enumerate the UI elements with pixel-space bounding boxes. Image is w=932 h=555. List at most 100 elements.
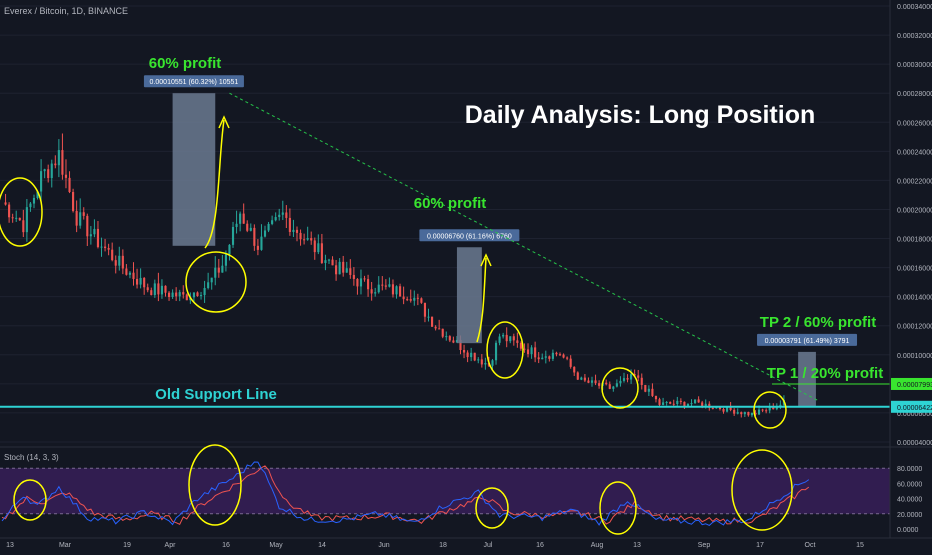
candle-body [22, 220, 25, 233]
tp1-price-tag-text: 0.00007993 [897, 382, 932, 389]
candle-body [750, 412, 754, 416]
arrow-head [218, 115, 230, 129]
candle-body [583, 377, 586, 381]
time-tick: 15 [856, 542, 864, 549]
candle-body [502, 334, 505, 337]
candle-body [466, 352, 469, 358]
candle-body [775, 406, 778, 410]
candle-body [164, 285, 167, 293]
candle-body [747, 411, 750, 416]
candle-body [11, 217, 14, 219]
candle-body [249, 227, 252, 231]
stoch-highlight [731, 449, 793, 531]
price-tick: 0.00034000 [897, 4, 932, 11]
candle-body [381, 284, 384, 286]
candle-body [576, 372, 579, 380]
candle-body [637, 375, 640, 378]
candle-body [221, 265, 224, 273]
candle-body [263, 230, 267, 237]
candle-body [267, 223, 270, 231]
time-tick: Sep [698, 542, 711, 549]
candle-body [93, 228, 96, 235]
candle-body [686, 403, 690, 407]
candle-body [310, 238, 313, 241]
candle-body [111, 249, 114, 261]
candle-body [388, 284, 391, 287]
candle-body [356, 278, 359, 287]
candle-body [477, 359, 480, 361]
time-tick: 16 [222, 542, 230, 549]
candle-body [534, 347, 537, 358]
candle-body [598, 383, 601, 386]
candle-body [175, 292, 178, 297]
candle-body [43, 169, 46, 172]
profit-box-label: 0.00006760 (61.16%) 6760 [427, 233, 512, 240]
candle-body [445, 336, 448, 338]
candle-body [605, 382, 608, 385]
candle-body [665, 402, 668, 404]
candle-body [239, 213, 242, 224]
candle-body [761, 409, 764, 411]
analysis-title: Daily Analysis: Long Position [465, 101, 816, 129]
candle-body [494, 342, 498, 361]
candle-body [331, 259, 334, 266]
candle-body [104, 246, 107, 249]
candle-body [324, 260, 327, 263]
profit-box-label-bg [419, 229, 520, 242]
candle-body [452, 340, 455, 343]
candle-body [722, 409, 725, 412]
candle-body [228, 244, 231, 255]
candle-body [295, 229, 299, 233]
candle-body [349, 268, 352, 275]
candle-body [701, 402, 704, 407]
candle-body [132, 272, 135, 279]
candle-body [470, 352, 473, 358]
stoch-k-line [1, 461, 810, 526]
candle-body [526, 349, 530, 355]
time-tick: 14 [318, 542, 326, 549]
candle-body [743, 411, 746, 415]
arrow-head [480, 253, 492, 267]
candle-body [558, 354, 562, 356]
candle-body [516, 340, 519, 343]
grid [0, 5, 890, 443]
candle-body [694, 399, 697, 404]
candle-body [253, 227, 256, 246]
candle-body [167, 292, 171, 298]
candle-body [587, 380, 590, 383]
candle-body [423, 302, 427, 317]
stoch-highlight [13, 479, 47, 521]
time-tick: 13 [6, 542, 14, 549]
candle-body [519, 342, 522, 349]
stoch-tick: 80.0000 [897, 466, 922, 473]
candle-body [121, 255, 124, 269]
candle-body [548, 356, 551, 359]
stoch-band [0, 468, 890, 514]
profit-label-1: 60% profit [149, 55, 222, 72]
candle-body [377, 284, 380, 293]
candle-body [207, 282, 210, 289]
candle-body [384, 285, 387, 287]
candle-body [768, 406, 771, 411]
candle-body [551, 352, 554, 359]
candle-body [36, 191, 39, 198]
candle-body [679, 400, 682, 402]
candle-body [288, 217, 291, 232]
candle-body [541, 357, 544, 360]
candle-body [690, 403, 693, 405]
time-tick: Jun [378, 542, 389, 549]
price-tick: 0.00030000 [897, 62, 932, 69]
candle-body [203, 288, 206, 296]
candle-body [89, 234, 92, 237]
candle-body [178, 292, 181, 297]
candle-body [669, 402, 672, 404]
stoch-panel [0, 444, 932, 535]
support-label: Old Support Line [155, 386, 277, 403]
candle-body [555, 352, 558, 355]
candle-body [139, 277, 142, 285]
candle-body [473, 352, 476, 361]
candle-body [736, 412, 739, 414]
candle-body [630, 374, 633, 380]
candle-body [217, 267, 220, 273]
